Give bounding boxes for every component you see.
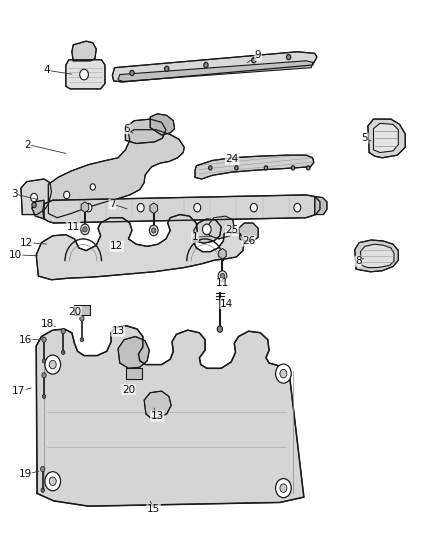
- Text: 15: 15: [147, 504, 160, 514]
- Circle shape: [194, 204, 201, 212]
- Circle shape: [42, 394, 46, 399]
- Circle shape: [286, 54, 291, 60]
- Text: 8: 8: [355, 256, 362, 266]
- Polygon shape: [360, 244, 394, 268]
- Polygon shape: [43, 195, 320, 223]
- Polygon shape: [48, 130, 184, 217]
- Polygon shape: [118, 61, 313, 82]
- Circle shape: [208, 166, 212, 170]
- Text: 13: 13: [151, 411, 164, 421]
- Circle shape: [42, 337, 46, 342]
- Circle shape: [42, 359, 46, 363]
- Circle shape: [49, 477, 56, 486]
- Text: 18: 18: [40, 319, 54, 329]
- Polygon shape: [113, 52, 317, 82]
- Polygon shape: [36, 326, 304, 506]
- Polygon shape: [239, 223, 258, 241]
- Circle shape: [130, 70, 134, 76]
- Circle shape: [90, 184, 95, 190]
- Circle shape: [276, 364, 291, 383]
- Polygon shape: [195, 155, 314, 179]
- Polygon shape: [194, 219, 221, 243]
- Circle shape: [276, 479, 291, 498]
- Circle shape: [280, 369, 287, 378]
- Text: 11: 11: [216, 278, 229, 288]
- Circle shape: [149, 225, 158, 236]
- Text: 13: 13: [111, 326, 125, 336]
- Circle shape: [80, 69, 88, 80]
- Circle shape: [85, 204, 92, 212]
- Text: 12: 12: [20, 238, 33, 248]
- Text: 26: 26: [242, 236, 255, 246]
- Circle shape: [152, 228, 156, 233]
- Text: 25: 25: [226, 225, 239, 236]
- Circle shape: [83, 227, 87, 232]
- Circle shape: [64, 191, 70, 199]
- Circle shape: [280, 484, 287, 492]
- Polygon shape: [32, 200, 44, 219]
- Polygon shape: [118, 336, 149, 368]
- Polygon shape: [315, 197, 327, 215]
- Circle shape: [61, 328, 65, 334]
- Text: 19: 19: [19, 470, 32, 479]
- Text: 6: 6: [124, 124, 130, 134]
- Text: 10: 10: [9, 250, 22, 260]
- Polygon shape: [125, 119, 166, 143]
- Circle shape: [41, 488, 45, 492]
- Circle shape: [202, 224, 211, 235]
- Text: 20: 20: [68, 306, 81, 317]
- Circle shape: [32, 203, 36, 208]
- Text: 7: 7: [109, 199, 116, 209]
- Text: 16: 16: [19, 335, 32, 345]
- Text: 2: 2: [24, 140, 31, 150]
- Circle shape: [291, 166, 295, 170]
- Polygon shape: [374, 123, 398, 152]
- Polygon shape: [74, 305, 90, 316]
- Circle shape: [61, 350, 65, 354]
- Circle shape: [220, 273, 225, 279]
- Circle shape: [264, 166, 268, 170]
- Circle shape: [165, 66, 169, 71]
- Polygon shape: [368, 119, 405, 158]
- Text: 17: 17: [12, 386, 25, 396]
- Text: 9: 9: [255, 51, 261, 60]
- Circle shape: [204, 62, 208, 68]
- Circle shape: [252, 58, 256, 63]
- Circle shape: [235, 166, 238, 170]
- Text: 1: 1: [192, 232, 198, 243]
- Polygon shape: [355, 240, 398, 272]
- Text: 3: 3: [11, 189, 18, 199]
- Circle shape: [49, 360, 56, 369]
- Polygon shape: [150, 114, 175, 135]
- Circle shape: [80, 337, 84, 342]
- Circle shape: [41, 466, 45, 472]
- Polygon shape: [144, 391, 171, 418]
- Text: 12: 12: [110, 241, 124, 252]
- Polygon shape: [208, 216, 234, 239]
- Text: 11: 11: [67, 222, 80, 232]
- Circle shape: [45, 355, 60, 374]
- Text: 20: 20: [122, 384, 135, 394]
- Circle shape: [218, 271, 227, 281]
- Polygon shape: [36, 215, 244, 280]
- Circle shape: [81, 224, 89, 235]
- Text: 4: 4: [44, 66, 50, 75]
- Circle shape: [80, 316, 84, 321]
- Circle shape: [294, 204, 301, 212]
- Circle shape: [42, 373, 46, 378]
- Circle shape: [45, 472, 60, 491]
- Text: 5: 5: [361, 133, 368, 143]
- Circle shape: [31, 193, 38, 202]
- Polygon shape: [72, 41, 96, 61]
- Circle shape: [217, 326, 223, 332]
- Circle shape: [251, 204, 257, 212]
- Text: 24: 24: [226, 155, 239, 164]
- Polygon shape: [21, 179, 51, 215]
- Circle shape: [307, 166, 310, 170]
- Polygon shape: [66, 60, 105, 89]
- Text: 14: 14: [220, 298, 233, 309]
- Polygon shape: [126, 368, 142, 379]
- Circle shape: [137, 204, 144, 212]
